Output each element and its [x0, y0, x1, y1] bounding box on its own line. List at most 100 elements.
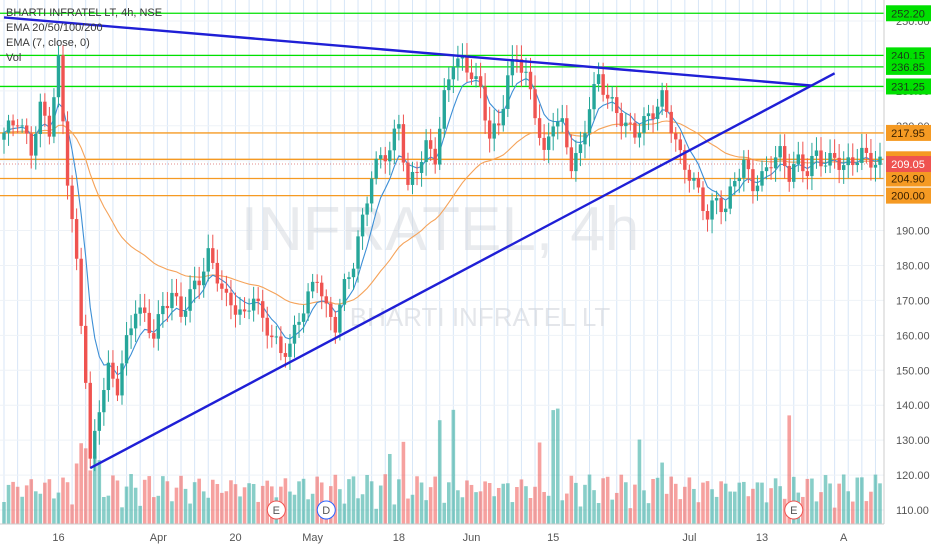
candle-body — [533, 89, 537, 119]
time-tick-label[interactable]: 16 — [52, 532, 64, 544]
volume-bar — [233, 484, 238, 524]
candle-body — [624, 122, 628, 127]
volume-bar — [292, 494, 297, 524]
time-tick-label[interactable]: 15 — [547, 532, 559, 544]
indicator-volume[interactable]: Vol — [6, 52, 22, 64]
time-tick-label[interactable]: Apr — [150, 532, 167, 544]
volume-bar — [188, 503, 192, 524]
price-tick-label[interactable]: 130.00 — [896, 435, 930, 447]
volume-bar — [660, 462, 664, 524]
candle-body — [43, 101, 47, 116]
volume-bar — [787, 415, 792, 524]
candle-body — [841, 165, 846, 170]
candle-body — [596, 74, 601, 85]
volume-bar — [810, 478, 814, 524]
candle-body — [465, 56, 469, 73]
volume-bar — [428, 487, 433, 524]
volume-bar — [56, 492, 61, 524]
candle-body — [197, 280, 201, 286]
volume-bar — [692, 488, 696, 524]
event-marker-label[interactable]: D — [322, 505, 330, 517]
candle-body — [206, 248, 210, 272]
price-tick-label[interactable]: 120.00 — [896, 470, 930, 482]
price-tick-label[interactable]: 140.00 — [896, 400, 930, 412]
time-tick-label[interactable]: Jun — [463, 532, 481, 544]
volume-bar — [437, 420, 442, 524]
candle-body — [329, 303, 333, 317]
price-tick-label[interactable]: 170.00 — [896, 295, 930, 307]
volume-bar — [841, 474, 846, 524]
descending-resistance-trendline[interactable] — [3, 16, 813, 87]
candle-body — [251, 298, 256, 311]
candle-body — [442, 90, 446, 129]
volume-bar — [723, 483, 728, 524]
ema-slow-line — [3, 120, 881, 306]
volume-bar — [742, 481, 746, 524]
price-tick-label[interactable]: 160.00 — [896, 330, 930, 342]
event-marker-circle[interactable] — [316, 500, 336, 520]
volume-bar — [156, 495, 161, 524]
candle-body — [674, 133, 678, 140]
volume-bar — [283, 478, 288, 524]
price-tick-label[interactable]: 180.00 — [896, 260, 930, 272]
time-tick-label[interactable]: 20 — [229, 532, 241, 544]
event-marker-circle[interactable] — [784, 500, 804, 520]
price-tick-label[interactable]: 150.00 — [896, 365, 930, 377]
time-tick-label[interactable]: A — [840, 532, 848, 544]
indicator-ema-group[interactable]: EMA 20/50/100/200 — [6, 22, 103, 34]
symbol-title[interactable]: BHARTI INFRATEL LT, 4h, NSE — [6, 7, 163, 19]
volume-bar — [596, 503, 601, 524]
candle-body — [742, 159, 746, 178]
candle-body — [855, 162, 860, 166]
volume-bar — [333, 474, 338, 524]
price-tick-label[interactable]: 110.00 — [896, 505, 929, 517]
volume-bar — [642, 490, 646, 524]
green-level-tag-bg — [886, 78, 931, 95]
time-tick-label[interactable]: 18 — [393, 532, 405, 544]
candle-body — [274, 336, 279, 338]
volume-bar — [265, 480, 270, 524]
candle-body — [805, 171, 810, 177]
price-tick-label[interactable]: 190.00 — [896, 226, 930, 238]
candle-body — [138, 307, 142, 314]
volume-bar — [197, 478, 201, 524]
volume-bar — [760, 482, 764, 524]
candle-body — [869, 152, 873, 168]
volume-bar — [683, 486, 687, 524]
time-axis[interactable]: 16 Apr 20 May 18 Jun 15 Jul 13 A — [0, 523, 884, 544]
candle-body — [156, 314, 161, 339]
volume-bar — [528, 498, 533, 524]
candle-body — [61, 55, 65, 122]
candle-body — [510, 59, 515, 76]
volume-bar — [732, 491, 737, 524]
candle-body — [569, 147, 574, 172]
event-marker-label[interactable]: E — [273, 505, 280, 517]
volume-bar — [791, 476, 796, 524]
event-marker-label[interactable]: E — [790, 505, 797, 517]
candle-body — [52, 97, 56, 137]
trendlines[interactable] — [3, 16, 836, 470]
green-level-tag: 231.25 — [891, 81, 925, 93]
event-marker-circle[interactable] — [266, 500, 286, 520]
candle-body — [878, 156, 882, 165]
volume-bar — [447, 482, 451, 524]
time-tick-label[interactable]: 13 — [756, 532, 768, 544]
ascending-support-trendline[interactable] — [89, 72, 836, 470]
candle-body — [456, 58, 460, 67]
volume-bar — [201, 491, 206, 524]
volume-bar — [751, 488, 755, 524]
candle-body — [506, 75, 510, 109]
time-tick-label[interactable]: Jul — [682, 532, 696, 544]
volume-bar — [383, 474, 388, 524]
candle-body — [401, 124, 406, 163]
volume-bar — [828, 483, 832, 524]
indicator-ema7[interactable]: EMA (7, close, 0) — [6, 37, 90, 49]
candle-body — [664, 90, 669, 112]
time-tick-label[interactable]: May — [302, 532, 323, 544]
volume-bar — [583, 484, 587, 524]
candle-body — [174, 292, 179, 297]
candle-body — [587, 109, 592, 134]
candle-body — [392, 128, 397, 151]
